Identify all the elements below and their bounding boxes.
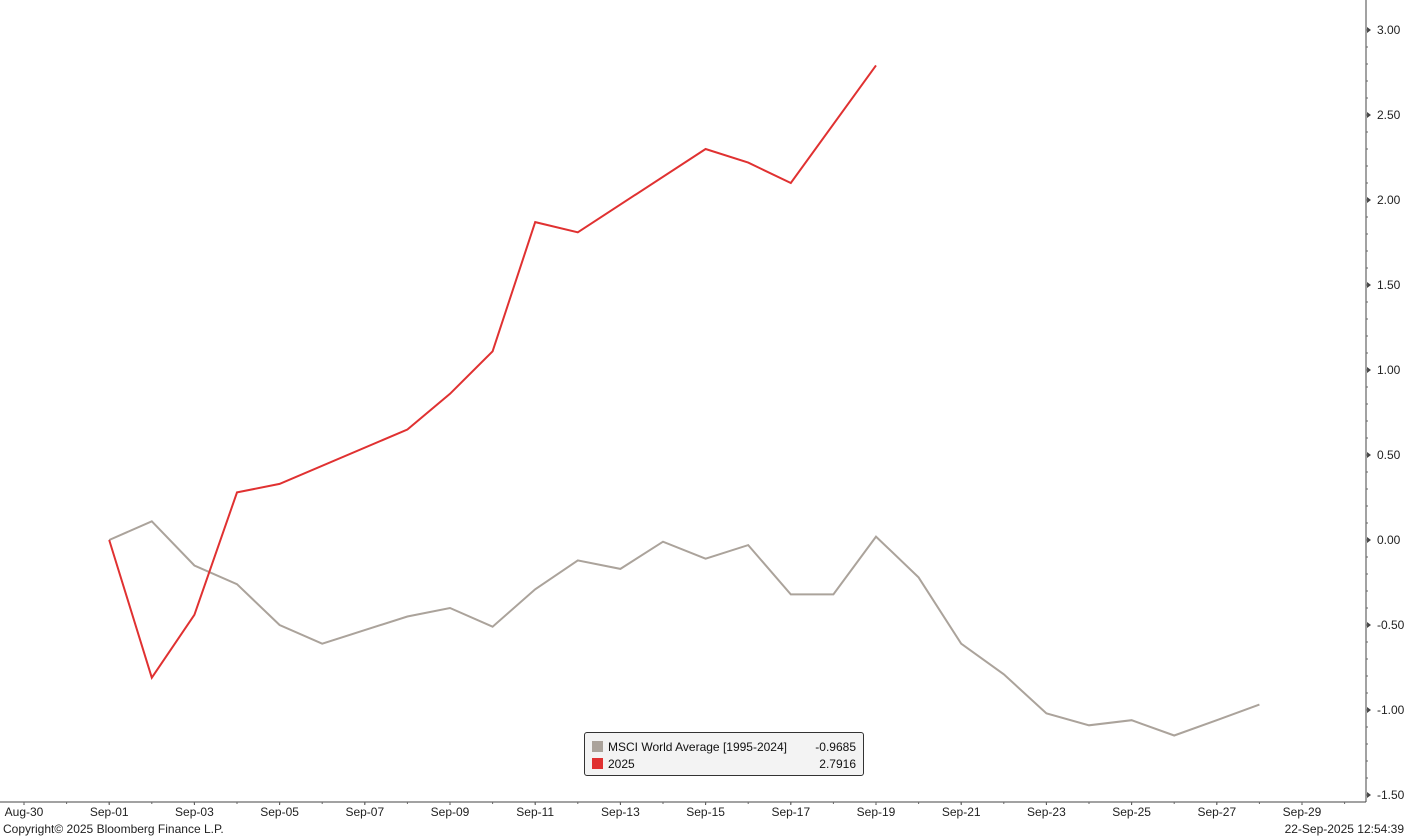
y-tick-marker bbox=[1367, 707, 1371, 713]
axes-layer: Aug-30 Sep-01 Sep-03 Sep-05 Sep-07 Sep-09 Sep-… bbox=[0, 0, 1405, 819]
legend-last-value: -0.9685 bbox=[815, 739, 856, 754]
y-tick-marker bbox=[1367, 452, 1371, 458]
y-tick-marker bbox=[1367, 537, 1371, 543]
x-tick-label: Sep-09 bbox=[431, 805, 470, 819]
x-tick-label: Sep-11 bbox=[516, 805, 554, 819]
legend-last-value: 2.7916 bbox=[819, 756, 856, 771]
legend-swatch-msci-world-average bbox=[592, 741, 603, 752]
series-layer bbox=[108, 64, 1260, 737]
x-tick-label: Sep-21 bbox=[942, 805, 981, 819]
y-tick-label: -1.00 bbox=[1377, 703, 1405, 717]
x-tick-label: Sep-13 bbox=[601, 805, 640, 819]
x-tick-label: Sep-29 bbox=[1283, 805, 1322, 819]
y-tick-label: 0.50 bbox=[1377, 448, 1401, 462]
y-tick-label: 1.50 bbox=[1377, 278, 1401, 292]
y-tick-label: -0.50 bbox=[1377, 618, 1405, 632]
y-tick-label: 3.00 bbox=[1377, 23, 1401, 37]
x-tick-label: Sep-19 bbox=[857, 805, 896, 819]
y-tick-marker bbox=[1367, 27, 1371, 33]
legend-label: MSCI World Average [1995-2024] bbox=[608, 739, 787, 754]
y-tick-marker bbox=[1367, 622, 1371, 628]
y-tick-marker bbox=[1367, 367, 1371, 373]
legend-entry-msci-world-average: MSCI World Average [1995-2024] -0.9685 bbox=[592, 738, 856, 755]
timestamp: 22-Sep-2025 12:54:39 bbox=[1284, 822, 1404, 836]
x-tick-label: Sep-25 bbox=[1112, 805, 1151, 819]
series-line-2025 bbox=[108, 64, 877, 680]
x-tick-label: Sep-23 bbox=[1027, 805, 1066, 819]
legend-label: 2025 bbox=[608, 756, 635, 771]
legend-swatch-2025 bbox=[592, 758, 603, 769]
y-tick-marker bbox=[1367, 792, 1371, 798]
x-tick-label: Sep-03 bbox=[175, 805, 214, 819]
series-line-msci-world-average bbox=[108, 520, 1260, 737]
y-tick-label: -1.50 bbox=[1377, 788, 1405, 802]
y-tick-marker bbox=[1367, 282, 1371, 288]
y-tick-label: 1.00 bbox=[1377, 363, 1401, 377]
x-tick-label: Sep-17 bbox=[771, 805, 810, 819]
copyright-notice: Copyright© 2025 Bloomberg Finance L.P. bbox=[3, 822, 224, 836]
y-tick-label: 0.00 bbox=[1377, 533, 1401, 547]
y-tick-label: 2.50 bbox=[1377, 108, 1401, 122]
x-tick-label: Sep-27 bbox=[1197, 805, 1236, 819]
x-tick-label: Sep-15 bbox=[686, 805, 725, 819]
y-tick-label: 2.00 bbox=[1377, 193, 1401, 207]
legend-entry-2025: 2025 2.7916 bbox=[592, 755, 856, 772]
chart-legend: MSCI World Average [1995-2024] -0.9685 2… bbox=[584, 732, 864, 776]
y-tick-marker bbox=[1367, 197, 1371, 203]
x-tick-label: Sep-07 bbox=[345, 805, 384, 819]
x-tick-label: Sep-05 bbox=[260, 805, 299, 819]
x-tick-label: Aug-30 bbox=[5, 805, 44, 819]
x-tick-label: Sep-01 bbox=[90, 805, 129, 819]
y-tick-marker bbox=[1367, 112, 1371, 118]
